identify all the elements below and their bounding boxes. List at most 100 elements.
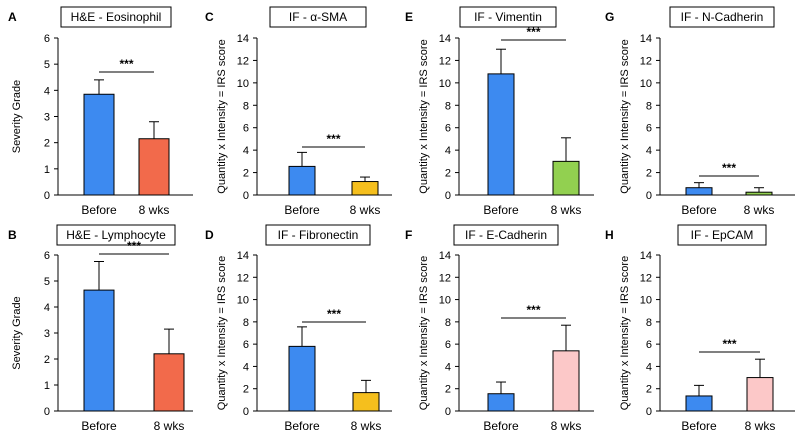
bar-before — [685, 395, 713, 412]
y-tick-label: 1 — [44, 380, 50, 392]
y-tick-label: 3 — [44, 112, 50, 124]
title-box — [265, 224, 371, 246]
panel-letter: H — [605, 228, 614, 242]
y-tick-label: 14 — [439, 33, 451, 45]
x-category-label: Before — [284, 203, 320, 217]
y-tick-label: 12 — [237, 55, 249, 67]
y-axis-label: Severity Grade — [11, 80, 23, 153]
y-axis-label: Quantity x Intensity = IRS score — [216, 39, 228, 193]
y-tick-label: 4 — [445, 361, 451, 373]
bar-after — [153, 353, 185, 412]
y-tick-label: 8 — [646, 317, 652, 329]
y-tick-label: 4 — [445, 145, 451, 157]
y-tick-label: 2 — [243, 168, 249, 180]
y-axis-label: Quantity x Intensity = IRS score — [418, 256, 430, 410]
y-tick-label: 14 — [439, 250, 451, 262]
y-tick-label: 6 — [44, 250, 50, 262]
y-tick-label: 2 — [44, 138, 50, 150]
y-tick-label: 14 — [640, 250, 652, 262]
panel-d: D IF - Fibronectin Quantity x Intensity = … — [205, 224, 392, 433]
y-tick-label: 8 — [646, 100, 652, 112]
x-category-label: 8 wks — [139, 203, 170, 217]
x-category-label: Before — [284, 419, 320, 433]
title-box — [669, 6, 775, 28]
title-box — [60, 6, 172, 28]
bar-after — [552, 160, 580, 196]
chart-title: IF - Vimentin — [474, 10, 542, 24]
bar-after — [351, 181, 379, 196]
bar-after — [138, 138, 170, 196]
title-box — [459, 6, 557, 28]
chart-title: H&E - Lymphocyte — [66, 228, 166, 242]
chart-title: IF - E-Cadherin — [465, 228, 547, 242]
x-category-label: 8 wks — [154, 419, 185, 433]
y-tick-label: 6 — [243, 123, 249, 135]
bar-before — [83, 93, 115, 196]
y-tick-label: 10 — [439, 295, 451, 307]
bar-after — [352, 392, 380, 412]
y-tick-label: 10 — [640, 78, 652, 90]
y-tick-label: 6 — [243, 339, 249, 351]
y-tick-label: 4 — [646, 145, 652, 157]
x-category-label: 8 wks — [351, 419, 382, 433]
panel-b: B H&E - Lymphocyte Severity Grade 0 1 2 3 4 5 6 Be… — [8, 224, 193, 433]
panel-e: E IF - Vimentin Quantity x Intensity = IRS… — [405, 6, 594, 217]
y-tick-label: 0 — [243, 406, 249, 418]
x-category-label: Before — [681, 203, 717, 217]
y-tick-label: 4 — [44, 302, 50, 314]
y-tick-label: 4 — [44, 85, 50, 97]
y-tick-label: 4 — [646, 361, 652, 373]
y-tick-label: 1 — [44, 164, 50, 176]
y-tick-label: 2 — [445, 168, 451, 180]
y-axis-label: Quantity x Intensity = IRS score — [619, 256, 631, 410]
y-tick-label: 10 — [237, 295, 249, 307]
significance-label: *** — [722, 161, 736, 175]
y-tick-label: 2 — [445, 384, 451, 396]
x-category-label: Before — [81, 203, 117, 217]
y-tick-label: 2 — [44, 354, 50, 366]
y-tick-label: 8 — [243, 317, 249, 329]
bar-before — [487, 393, 515, 412]
y-tick-label: 8 — [445, 100, 451, 112]
bar-after — [552, 350, 580, 412]
y-tick-label: 5 — [44, 276, 50, 288]
y-tick-label: 0 — [445, 190, 451, 202]
significance-label: *** — [526, 25, 540, 39]
y-tick-label: 12 — [439, 272, 451, 284]
x-category-label: 8 wks — [350, 203, 381, 217]
chart-title: IF - EpCAM — [691, 228, 754, 242]
bar-after — [746, 377, 774, 412]
y-tick-label: 0 — [44, 190, 50, 202]
y-tick-label: 6 — [445, 339, 451, 351]
x-category-label: Before — [681, 419, 717, 433]
y-tick-label: 2 — [646, 168, 652, 180]
y-tick-label: 0 — [243, 190, 249, 202]
x-category-label: 8 wks — [745, 419, 776, 433]
x-category-label: Before — [483, 419, 519, 433]
y-tick-label: 12 — [439, 55, 451, 67]
y-tick-label: 2 — [243, 384, 249, 396]
y-axis-label: Quantity x Intensity = IRS score — [418, 39, 430, 193]
y-tick-label: 14 — [237, 250, 249, 262]
y-tick-label: 0 — [445, 406, 451, 418]
significance-label: *** — [326, 132, 340, 146]
panel-g: G IF - N-Cadherin Quantity x Intensity = I… — [605, 6, 795, 217]
x-category-label: 8 wks — [744, 203, 775, 217]
y-tick-label: 10 — [640, 295, 652, 307]
chart-title: IF - α-SMA — [289, 10, 347, 24]
significance-label: *** — [722, 337, 736, 351]
panel-letter: A — [8, 10, 17, 24]
panel-a: A H&E - Eosinophil Severity Grade 0 1 2 3 4 5 6 Be… — [8, 6, 193, 217]
x-category-label: Before — [483, 203, 519, 217]
y-tick-label: 10 — [237, 78, 249, 90]
panel-letter: G — [605, 10, 614, 24]
panel-letter: E — [405, 10, 413, 24]
x-category-label: Before — [81, 419, 117, 433]
chart-title: IF - Fibronectin — [278, 228, 359, 242]
chart-title: H&E - Eosinophil — [71, 10, 162, 24]
y-tick-label: 14 — [640, 33, 652, 45]
bar-before — [288, 345, 316, 412]
y-tick-label: 4 — [243, 145, 249, 157]
panel-letter: C — [205, 10, 214, 24]
